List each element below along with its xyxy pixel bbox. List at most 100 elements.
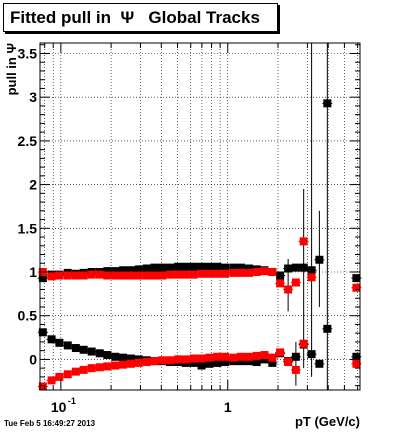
data-point [150, 263, 159, 272]
data-point [268, 358, 277, 367]
y-tick-label: 0.5 [18, 308, 38, 324]
data-point [103, 271, 112, 280]
data-point [111, 271, 120, 280]
data-point [276, 348, 285, 357]
data-point [126, 354, 135, 363]
error-bars [287, 43, 328, 390]
data-point [284, 358, 293, 367]
data-point [307, 266, 316, 275]
data-point [291, 352, 300, 361]
data-point [79, 271, 88, 280]
data-point [244, 264, 253, 273]
y-tick-label: 3.5 [18, 45, 38, 61]
x-tick-label: 1 [224, 399, 232, 415]
data-point [213, 352, 222, 361]
data-point [181, 270, 190, 279]
data-point [47, 335, 56, 344]
data-point [71, 344, 80, 353]
data-point [268, 268, 277, 277]
data-point [142, 358, 151, 367]
data-point [221, 352, 230, 361]
data-point [299, 339, 308, 348]
data-point [119, 353, 128, 362]
x-axis-title: pT (GeV/c) [295, 414, 360, 429]
data-point [55, 372, 64, 381]
data-point [197, 354, 206, 363]
x-tick-label-exponent: -1 [68, 396, 76, 406]
data-point [166, 356, 175, 365]
data-point [291, 263, 300, 272]
data-point [158, 271, 167, 280]
tick-labels: 0 0.5 1 1.5 2 2.5 3 3.5 10 -1 1 [18, 45, 232, 415]
data-point [55, 271, 64, 280]
data-point [55, 338, 64, 347]
data-point [38, 382, 47, 391]
data-point [150, 271, 159, 280]
data-point [252, 358, 261, 367]
data-point [134, 265, 143, 274]
data-point [166, 263, 175, 272]
data-point [291, 365, 300, 374]
data-point [119, 271, 128, 280]
data-point [260, 351, 269, 360]
data-point [315, 359, 324, 368]
data-point [189, 354, 198, 363]
data-point [174, 270, 183, 279]
data-point [63, 370, 72, 379]
data-point [174, 262, 183, 271]
data-point [63, 341, 72, 350]
data-point [352, 274, 361, 283]
data-point [268, 353, 277, 362]
data-point [197, 361, 206, 370]
data-point [352, 352, 361, 361]
data-point [229, 353, 238, 362]
data-point [299, 237, 308, 246]
data-point [87, 347, 96, 356]
data-point [276, 271, 285, 280]
data-point [79, 345, 88, 354]
data-point [197, 262, 206, 271]
data-point [47, 376, 56, 385]
y-tick-label: 1 [29, 264, 37, 280]
data-point [111, 361, 120, 370]
data-point [221, 263, 230, 272]
title-box: Fitted pull in Ψ Global Tracks [3, 3, 278, 32]
data-point [323, 324, 332, 333]
data-point [181, 355, 190, 364]
y-tick-label: 0 [29, 351, 37, 367]
data-point [307, 350, 316, 359]
data-point [189, 358, 198, 367]
y-tick-label: 1.5 [18, 220, 38, 236]
data-point [244, 352, 253, 361]
data-point [166, 270, 175, 279]
data-point [284, 264, 293, 273]
data-point [103, 351, 112, 360]
data-point [71, 271, 80, 280]
plot-frame [39, 42, 361, 391]
data-point [95, 349, 104, 358]
data-point [189, 262, 198, 271]
data-point [150, 357, 159, 366]
data-point [299, 263, 308, 272]
data-point [229, 268, 238, 277]
data-point [315, 255, 324, 264]
data-point [276, 279, 285, 288]
chart-title: Fitted pull in Ψ Global Tracks [10, 8, 260, 27]
data-point [111, 267, 120, 276]
data-point [205, 353, 214, 362]
data-point [174, 355, 183, 364]
data-point [236, 357, 245, 366]
data-point [260, 355, 269, 364]
data-point [47, 272, 56, 281]
data-point [260, 267, 269, 276]
data-point [221, 269, 230, 278]
data-point [119, 360, 128, 369]
data-point [134, 271, 143, 280]
markers [37, 99, 362, 391]
data-point [236, 263, 245, 272]
y-tick-label: 2 [29, 177, 37, 193]
data-point [134, 358, 143, 367]
data-point [158, 263, 167, 272]
data-point [236, 352, 245, 361]
timestamp: Tue Feb 5 16:49:27 2013 [4, 419, 96, 428]
